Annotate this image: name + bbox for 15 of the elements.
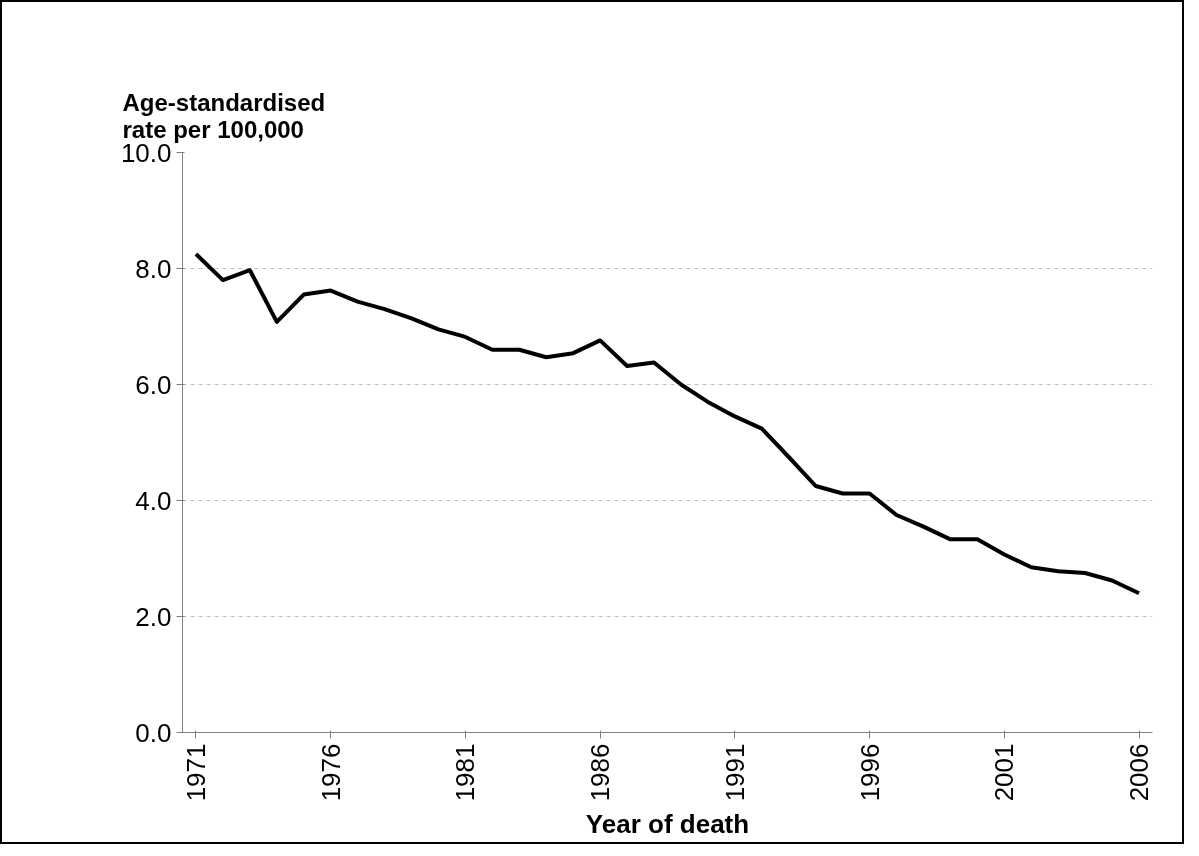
- x-tick-label: 2001: [989, 743, 1020, 802]
- x-tick-label: 1971: [180, 743, 211, 802]
- y-tick-label: 2.0: [135, 601, 172, 632]
- x-axis-title: Year of death: [585, 809, 750, 840]
- y-tick-label: 0.0: [135, 717, 172, 748]
- x-tick-label: 1976: [315, 743, 346, 802]
- y-tick-label: 8.0: [135, 253, 172, 284]
- x-tick-label: 1986: [585, 743, 616, 802]
- line-series: [193, 252, 1142, 596]
- x-tick-label: 1996: [854, 743, 885, 802]
- x-tick-label: 1991: [719, 743, 750, 802]
- y-tick-label: 6.0: [135, 369, 172, 400]
- x-tick-label: 2006: [1124, 743, 1155, 802]
- x-tick-label: 1981: [450, 743, 481, 802]
- y-tick-label: 4.0: [135, 485, 172, 516]
